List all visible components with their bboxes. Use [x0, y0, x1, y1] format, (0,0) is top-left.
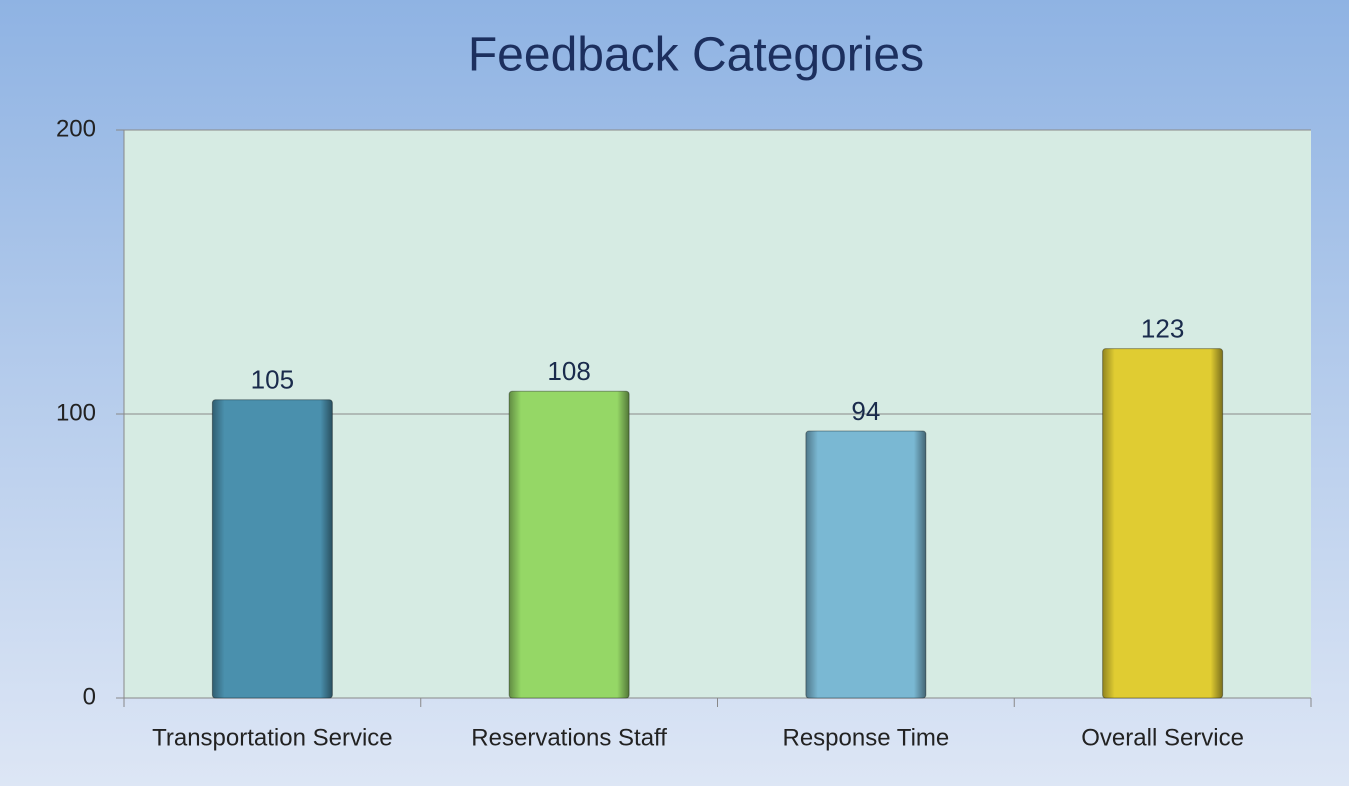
y-tick-label: 200 [56, 115, 96, 142]
value-label: 94 [851, 396, 880, 426]
value-label: 123 [1141, 314, 1184, 344]
y-tick-label: 0 [83, 683, 96, 710]
x-tick-label: Response Time [783, 724, 950, 751]
chart-title: Feedback Categories [468, 29, 924, 82]
bar [1102, 348, 1224, 699]
bar [805, 430, 927, 699]
x-tick-label: Overall Service [1081, 724, 1244, 751]
value-label: 108 [547, 356, 590, 386]
y-tick-label: 100 [56, 399, 96, 426]
value-label: 105 [251, 365, 294, 395]
bar [508, 390, 630, 699]
x-tick-label: Reservations Staff [471, 724, 667, 751]
x-tick-label: Transportation Service [152, 724, 393, 751]
bar [211, 399, 333, 699]
